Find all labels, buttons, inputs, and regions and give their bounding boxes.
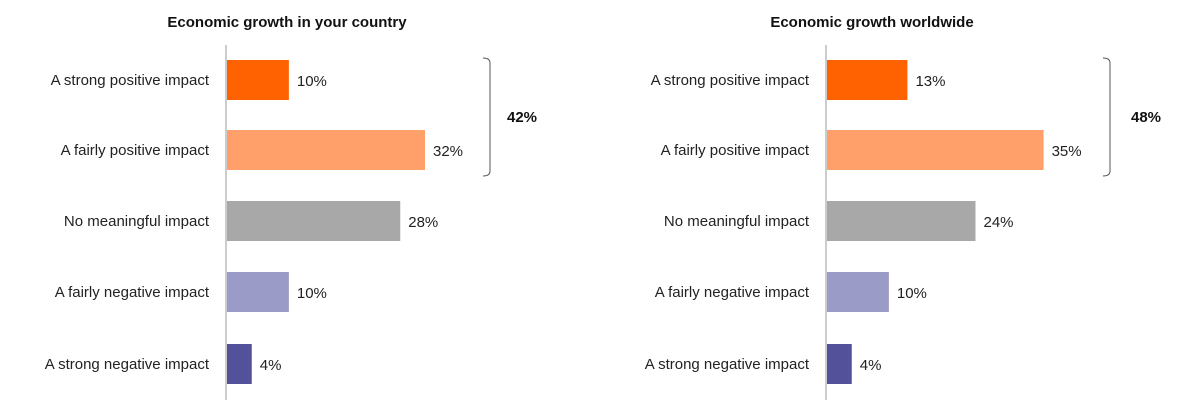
chart-title: Economic growth in your country (167, 14, 407, 31)
category-label: A fairly positive impact (61, 142, 210, 159)
category-label: A strong negative impact (45, 356, 210, 373)
bar (227, 272, 289, 312)
bar (827, 201, 976, 241)
bar (227, 60, 289, 100)
chart-panel-worldwide: Economic growth worldwide A strong posit… (645, 14, 1161, 400)
category-label: A fairly negative impact (655, 284, 810, 301)
data-label: 32% (433, 143, 463, 160)
bracket-total-label: 42% (507, 109, 537, 126)
data-label: 4% (860, 357, 882, 374)
bar (227, 201, 401, 241)
data-label: 10% (297, 285, 327, 302)
chart-title: Economic growth worldwide (770, 14, 973, 31)
category-label: A fairly negative impact (55, 284, 210, 301)
data-label: 10% (897, 285, 927, 302)
data-label: 10% (297, 73, 327, 90)
data-label: 13% (915, 73, 945, 90)
bar (827, 60, 908, 100)
category-label: A strong negative impact (645, 356, 810, 373)
bar (227, 130, 425, 170)
bracket (482, 57, 491, 177)
category-label: A fairly positive impact (661, 142, 810, 159)
data-label: 4% (260, 357, 282, 374)
category-label: A strong positive impact (51, 72, 210, 89)
bar (827, 272, 889, 312)
chart-panel-country: Economic growth in your country A strong… (45, 14, 537, 400)
category-label: No meaningful impact (664, 213, 810, 230)
category-label: A strong positive impact (651, 72, 810, 89)
bracket-total-label: 48% (1131, 109, 1161, 126)
data-label: 35% (1052, 143, 1082, 160)
bracket (1102, 57, 1111, 177)
data-label: 28% (408, 214, 438, 231)
bar (227, 344, 252, 384)
data-label: 24% (984, 214, 1014, 231)
category-label: No meaningful impact (64, 213, 210, 230)
bar (827, 130, 1044, 170)
bar (827, 344, 852, 384)
